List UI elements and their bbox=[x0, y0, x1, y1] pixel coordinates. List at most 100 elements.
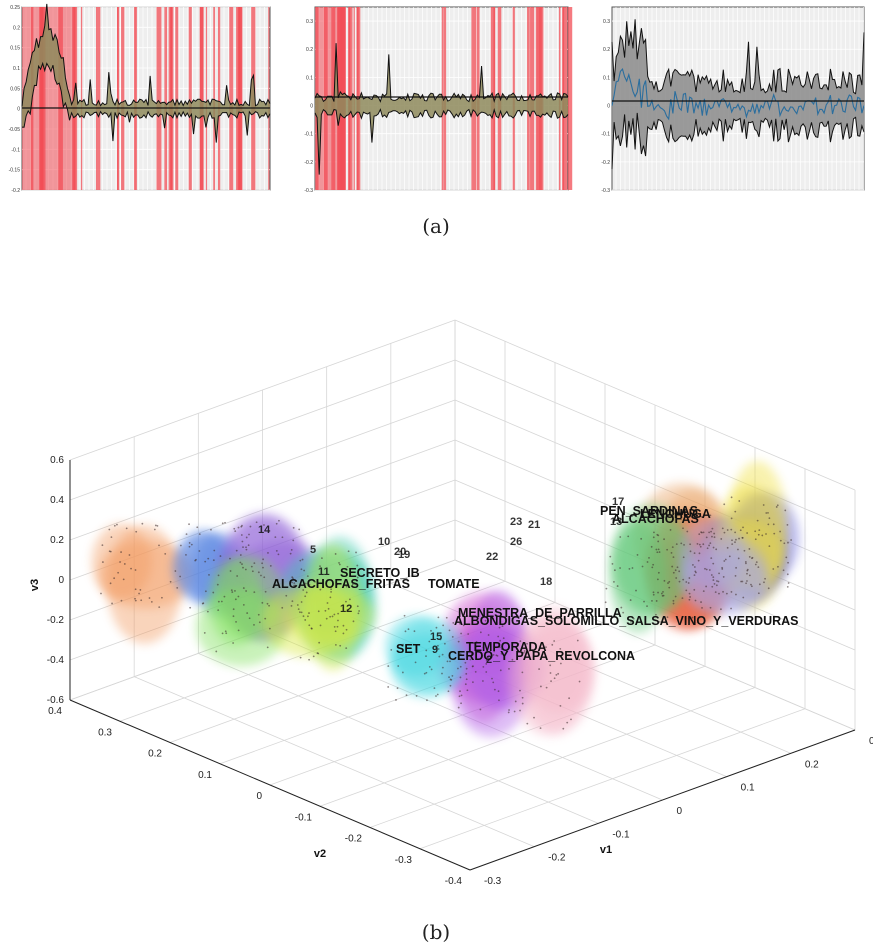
lower-bound-line bbox=[314, 108, 569, 175]
data-point bbox=[767, 511, 769, 514]
data-point bbox=[653, 531, 655, 534]
data-point bbox=[734, 541, 736, 544]
data-point bbox=[253, 562, 256, 564]
data-point bbox=[767, 523, 770, 526]
y-tick-label: -0.3 bbox=[601, 188, 610, 194]
data-point bbox=[508, 668, 510, 670]
grid-line bbox=[454, 359, 856, 531]
data-point bbox=[611, 562, 614, 565]
data-point bbox=[101, 544, 104, 547]
event-band bbox=[95, 7, 101, 190]
data-point bbox=[725, 592, 728, 595]
data-point bbox=[666, 548, 669, 551]
data-point bbox=[765, 533, 767, 535]
data-point bbox=[390, 648, 393, 651]
data-point bbox=[500, 652, 503, 655]
data-point bbox=[387, 686, 390, 688]
data-point bbox=[519, 640, 522, 643]
data-point bbox=[676, 566, 679, 569]
data-point bbox=[521, 702, 524, 705]
data-point bbox=[533, 716, 535, 719]
y-tick-label: 0.1 bbox=[603, 75, 610, 81]
data-point bbox=[224, 630, 227, 633]
data-point bbox=[754, 563, 757, 566]
data-point bbox=[709, 606, 712, 609]
data-point bbox=[492, 681, 495, 684]
data-point bbox=[255, 521, 258, 524]
cluster-label: TEMPORADA bbox=[466, 640, 547, 654]
data-point bbox=[779, 539, 782, 542]
data-point bbox=[734, 574, 737, 577]
data-point bbox=[264, 617, 267, 620]
data-point bbox=[722, 576, 725, 578]
data-point bbox=[435, 695, 437, 697]
data-point bbox=[748, 574, 751, 577]
data-point bbox=[657, 591, 659, 594]
data-point bbox=[433, 687, 436, 690]
data-point bbox=[502, 637, 505, 640]
cluster-cloud bbox=[681, 549, 767, 617]
cluster-label: ALCACHOFAS bbox=[612, 512, 699, 526]
y-tick-label: 0.2 bbox=[148, 749, 162, 760]
data-point bbox=[345, 647, 348, 650]
data-point bbox=[207, 557, 210, 560]
data-point bbox=[635, 589, 637, 592]
data-point bbox=[619, 536, 622, 538]
data-point bbox=[555, 673, 558, 676]
data-point bbox=[413, 630, 416, 633]
data-point bbox=[714, 591, 717, 594]
z-tick-label: -0.6 bbox=[47, 695, 65, 706]
data-point bbox=[508, 709, 510, 711]
data-point bbox=[306, 575, 309, 578]
cluster-label: PEN_SARDINAS bbox=[600, 504, 698, 518]
data-point bbox=[668, 586, 671, 589]
data-point bbox=[321, 557, 323, 559]
data-point bbox=[768, 545, 771, 548]
data-point bbox=[652, 591, 655, 594]
cluster-label: 26 bbox=[510, 536, 522, 548]
data-point bbox=[342, 624, 345, 627]
data-point bbox=[685, 589, 688, 592]
data-point bbox=[539, 685, 542, 688]
data-point bbox=[158, 544, 160, 547]
cluster-label: 14 bbox=[258, 524, 271, 536]
data-point bbox=[701, 607, 703, 609]
data-point bbox=[578, 658, 581, 661]
data-point bbox=[275, 522, 278, 525]
data-point bbox=[715, 548, 718, 551]
data-point bbox=[397, 665, 400, 667]
data-point bbox=[716, 580, 718, 582]
data-point bbox=[345, 585, 348, 588]
data-point bbox=[790, 539, 793, 541]
data-point bbox=[307, 615, 309, 618]
event-band bbox=[205, 7, 208, 190]
data-point bbox=[485, 663, 488, 665]
y-tick-label: 0.15 bbox=[10, 46, 20, 52]
data-point bbox=[493, 650, 496, 653]
data-point bbox=[337, 612, 340, 615]
data-point bbox=[405, 694, 408, 697]
data-point bbox=[710, 530, 712, 533]
data-point bbox=[698, 533, 701, 536]
data-point bbox=[329, 615, 332, 618]
data-point bbox=[304, 619, 307, 621]
data-point bbox=[689, 543, 692, 546]
data-point bbox=[317, 610, 320, 613]
panel-a-middle: 0.3 0.2 0.1 0 -0.1 -0.2 -0.3 bbox=[304, 6, 573, 194]
cluster-label: ALBONDIGAS_SOLOMILLO_SALSA_VINO_Y_VERDUR… bbox=[454, 614, 799, 628]
data-point bbox=[559, 704, 562, 707]
data-point bbox=[169, 580, 172, 583]
data-point bbox=[646, 605, 648, 607]
data-point bbox=[304, 595, 307, 598]
data-point bbox=[493, 688, 496, 691]
data-point bbox=[613, 580, 615, 583]
grid-line bbox=[69, 359, 456, 501]
data-point bbox=[334, 643, 337, 646]
data-point bbox=[300, 568, 303, 571]
data-point bbox=[130, 567, 132, 570]
data-point bbox=[217, 609, 220, 612]
lower-bound-line bbox=[21, 61, 271, 143]
data-point bbox=[756, 519, 759, 522]
data-point bbox=[449, 660, 451, 663]
data-point bbox=[219, 555, 222, 557]
